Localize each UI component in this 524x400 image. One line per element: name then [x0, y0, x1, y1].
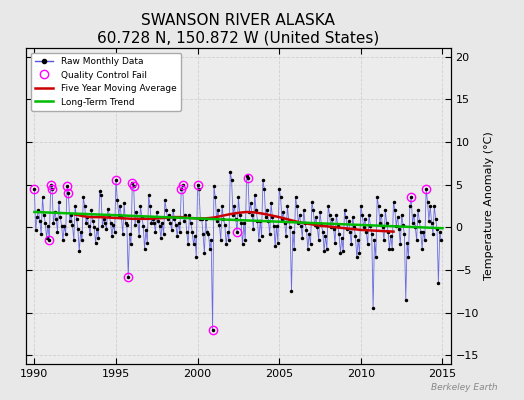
Legend: Raw Monthly Data, Quality Control Fail, Five Year Moving Average, Long-Term Tren: Raw Monthly Data, Quality Control Fail, … — [31, 52, 181, 111]
Y-axis label: Temperature Anomaly (°C): Temperature Anomaly (°C) — [484, 132, 495, 280]
Title: SWANSON RIVER ALASKA
60.728 N, 150.872 W (United States): SWANSON RIVER ALASKA 60.728 N, 150.872 W… — [97, 13, 379, 46]
Text: Berkeley Earth: Berkeley Earth — [431, 383, 498, 392]
